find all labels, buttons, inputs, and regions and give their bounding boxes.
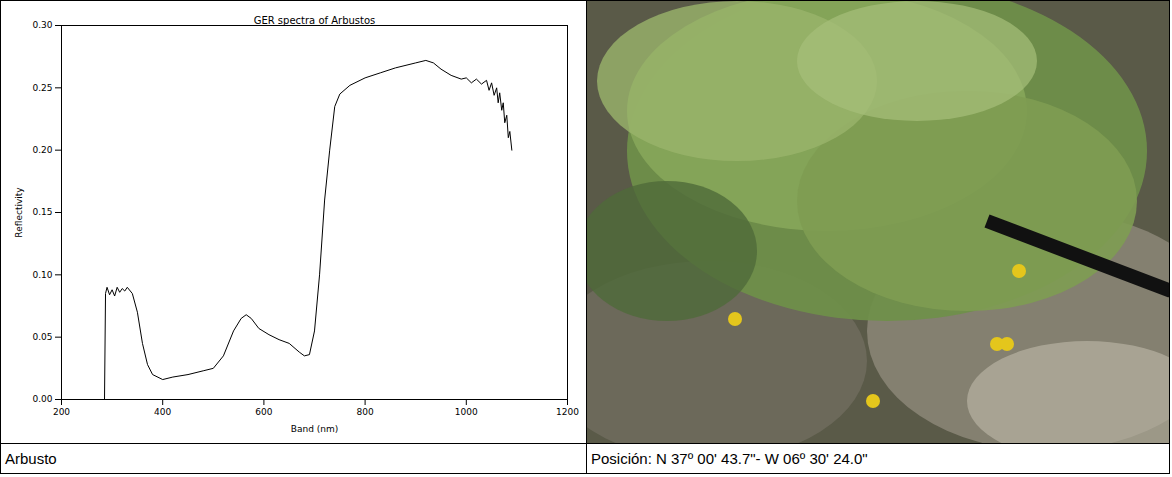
svg-text:0.20: 0.20 [32,145,52,155]
svg-text:GER spectra of Arbustos: GER spectra of Arbustos [254,15,376,26]
svg-text:400: 400 [154,407,171,417]
svg-text:800: 800 [357,407,374,417]
svg-text:1200: 1200 [556,407,579,417]
svg-text:0.25: 0.25 [32,83,52,93]
html-text:Posición: N 37º 00' 43.7"- W 0: Posición: N 37º 00' 43.7"- W 06º 30' 24.… [591,450,868,467]
svg-text:Reflectivity: Reflectivity [14,187,24,238]
svg-text:200: 200 [53,407,70,417]
svg-text:1000: 1000 [455,407,478,417]
svg-text:0.00: 0.00 [32,394,52,404]
svg-text:0.15: 0.15 [32,207,52,217]
svg-text:Band (nm): Band (nm) [291,424,338,434]
svg-text:600: 600 [255,407,272,417]
svg-text:0.10: 0.10 [32,270,52,280]
html-text:Arbusto: Arbusto [5,450,57,467]
svg-text:0.05: 0.05 [32,332,52,342]
svg-text:0.30: 0.30 [32,20,52,30]
